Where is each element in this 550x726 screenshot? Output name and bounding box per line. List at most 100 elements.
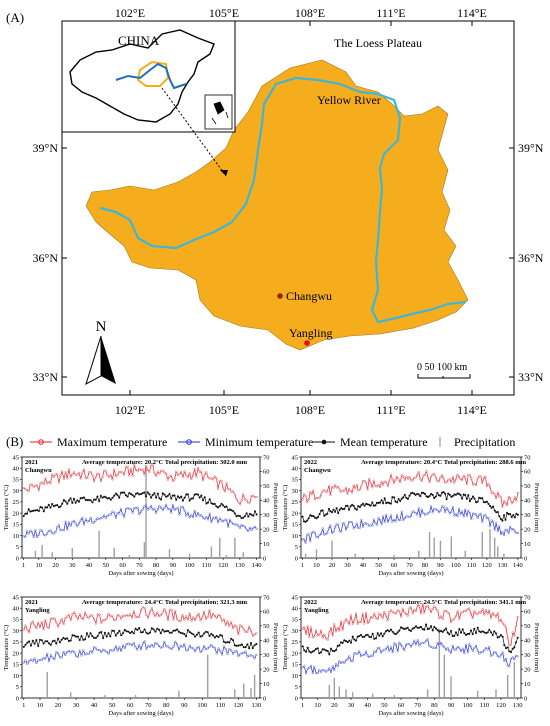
min-temp-point xyxy=(378,646,381,649)
mean-temp-point xyxy=(443,629,446,632)
min-temp-point xyxy=(94,647,97,650)
mean-temp-point xyxy=(515,512,518,515)
min-temp-point xyxy=(343,522,346,525)
mean-temp-point xyxy=(328,653,331,656)
min-temp-point xyxy=(183,509,186,512)
mean-temp-point xyxy=(359,633,363,636)
min-temp-point xyxy=(493,528,496,531)
min-temp-point xyxy=(107,652,110,655)
max-temp-point xyxy=(336,626,339,629)
mean-temp-point xyxy=(431,629,434,632)
precip-bar xyxy=(41,545,43,558)
mean-temp-point xyxy=(129,632,132,635)
min-temp-point xyxy=(168,507,171,511)
min-temp-point xyxy=(178,513,181,516)
mean-temp-point xyxy=(332,508,335,511)
mean-temp-point xyxy=(373,637,376,640)
yangling-site-marker xyxy=(304,340,310,346)
min-temp-point xyxy=(247,530,250,533)
mean-temp-point xyxy=(247,515,250,518)
mean-temp-point xyxy=(393,632,396,635)
min-temp-point xyxy=(111,510,114,513)
x-tick-label: 100 xyxy=(451,562,461,569)
mean-temp-point xyxy=(46,506,49,509)
max-temp-point xyxy=(205,471,208,474)
min-temp-point xyxy=(157,644,161,648)
mean-temp-point xyxy=(233,644,236,647)
max-temp-point xyxy=(76,473,79,476)
min-temp-point xyxy=(474,644,478,647)
mean-temp-point xyxy=(398,629,401,632)
min-temp-point xyxy=(190,647,193,650)
min-temp-point xyxy=(183,643,186,646)
precip-bar xyxy=(242,552,244,558)
min-temp-point xyxy=(226,652,229,655)
min-temp-point xyxy=(388,649,391,652)
min-temp-point xyxy=(230,521,233,524)
max-temp-point xyxy=(453,481,456,484)
max-temp-point xyxy=(188,472,191,475)
mean-temp-point xyxy=(208,498,211,501)
max-temp-point xyxy=(461,611,464,614)
lon-label: 114°E xyxy=(457,6,487,20)
max-temp-point xyxy=(313,635,316,638)
min-temp-point xyxy=(334,526,337,529)
max-temp-point xyxy=(383,610,386,614)
x-tick-label: 30 xyxy=(344,562,351,569)
y-tick-label: 0 xyxy=(16,695,19,702)
min-temp-point xyxy=(423,641,426,644)
mean-temp-point xyxy=(38,638,42,641)
max-temp-point xyxy=(141,468,144,471)
max-temp-point xyxy=(195,615,198,618)
mean-temp-point xyxy=(165,630,168,633)
min-temp-point xyxy=(307,533,310,536)
max-temp-point xyxy=(230,490,233,493)
precip-bar xyxy=(338,686,341,698)
mean-temp-point xyxy=(94,498,97,501)
min-temp-point xyxy=(388,518,391,521)
mean-temp-point xyxy=(506,646,509,649)
mean-temp-point xyxy=(368,635,371,638)
min-temp-point xyxy=(369,654,373,657)
max-temp-point xyxy=(428,607,431,610)
max-temp-point xyxy=(393,611,396,615)
min-temp-point xyxy=(303,538,306,541)
max-temp-point xyxy=(411,479,414,482)
min-temp-point xyxy=(136,648,139,651)
min-temp-point xyxy=(378,519,382,522)
min-temp-point xyxy=(163,640,166,643)
legend-mean-marker xyxy=(321,439,327,445)
max-temp-point xyxy=(180,470,183,473)
chart-year: 2022 xyxy=(304,599,317,606)
mean-temp-point xyxy=(363,635,366,638)
chart-title: Average temperature: 20.2°C Total precip… xyxy=(82,459,248,466)
mean-temp-point xyxy=(51,502,54,506)
mean-temp-point xyxy=(200,494,203,497)
mean-temp-point xyxy=(244,646,247,649)
mean-temp-point xyxy=(27,508,30,511)
mean-temp-point xyxy=(239,644,242,647)
min-temp-point xyxy=(28,660,31,663)
max-temp-point xyxy=(361,612,364,615)
min-temp-point xyxy=(217,647,220,650)
mean-temp-point xyxy=(103,631,106,634)
min-temp-point xyxy=(424,639,428,642)
max-temp-point xyxy=(473,482,476,485)
mean-temp-point xyxy=(429,625,433,628)
min-temp-point xyxy=(55,651,58,654)
mean-temp-point xyxy=(516,513,519,516)
mean-temp-point xyxy=(31,639,34,642)
mean-temp-point xyxy=(438,630,441,633)
max-temp-point xyxy=(218,479,221,482)
mean-temp-point xyxy=(89,499,92,502)
min-temp-point xyxy=(354,652,358,655)
mean-temp-point xyxy=(36,509,39,512)
max-temp-point xyxy=(82,618,85,621)
max-temp-point xyxy=(326,490,329,493)
mean-temp-point xyxy=(323,514,326,517)
mean-temp-point xyxy=(499,517,502,521)
min-temp-point xyxy=(29,529,32,532)
min-temp-point xyxy=(470,517,473,521)
min-temp-point xyxy=(502,533,506,537)
min-temp-point xyxy=(181,645,184,648)
